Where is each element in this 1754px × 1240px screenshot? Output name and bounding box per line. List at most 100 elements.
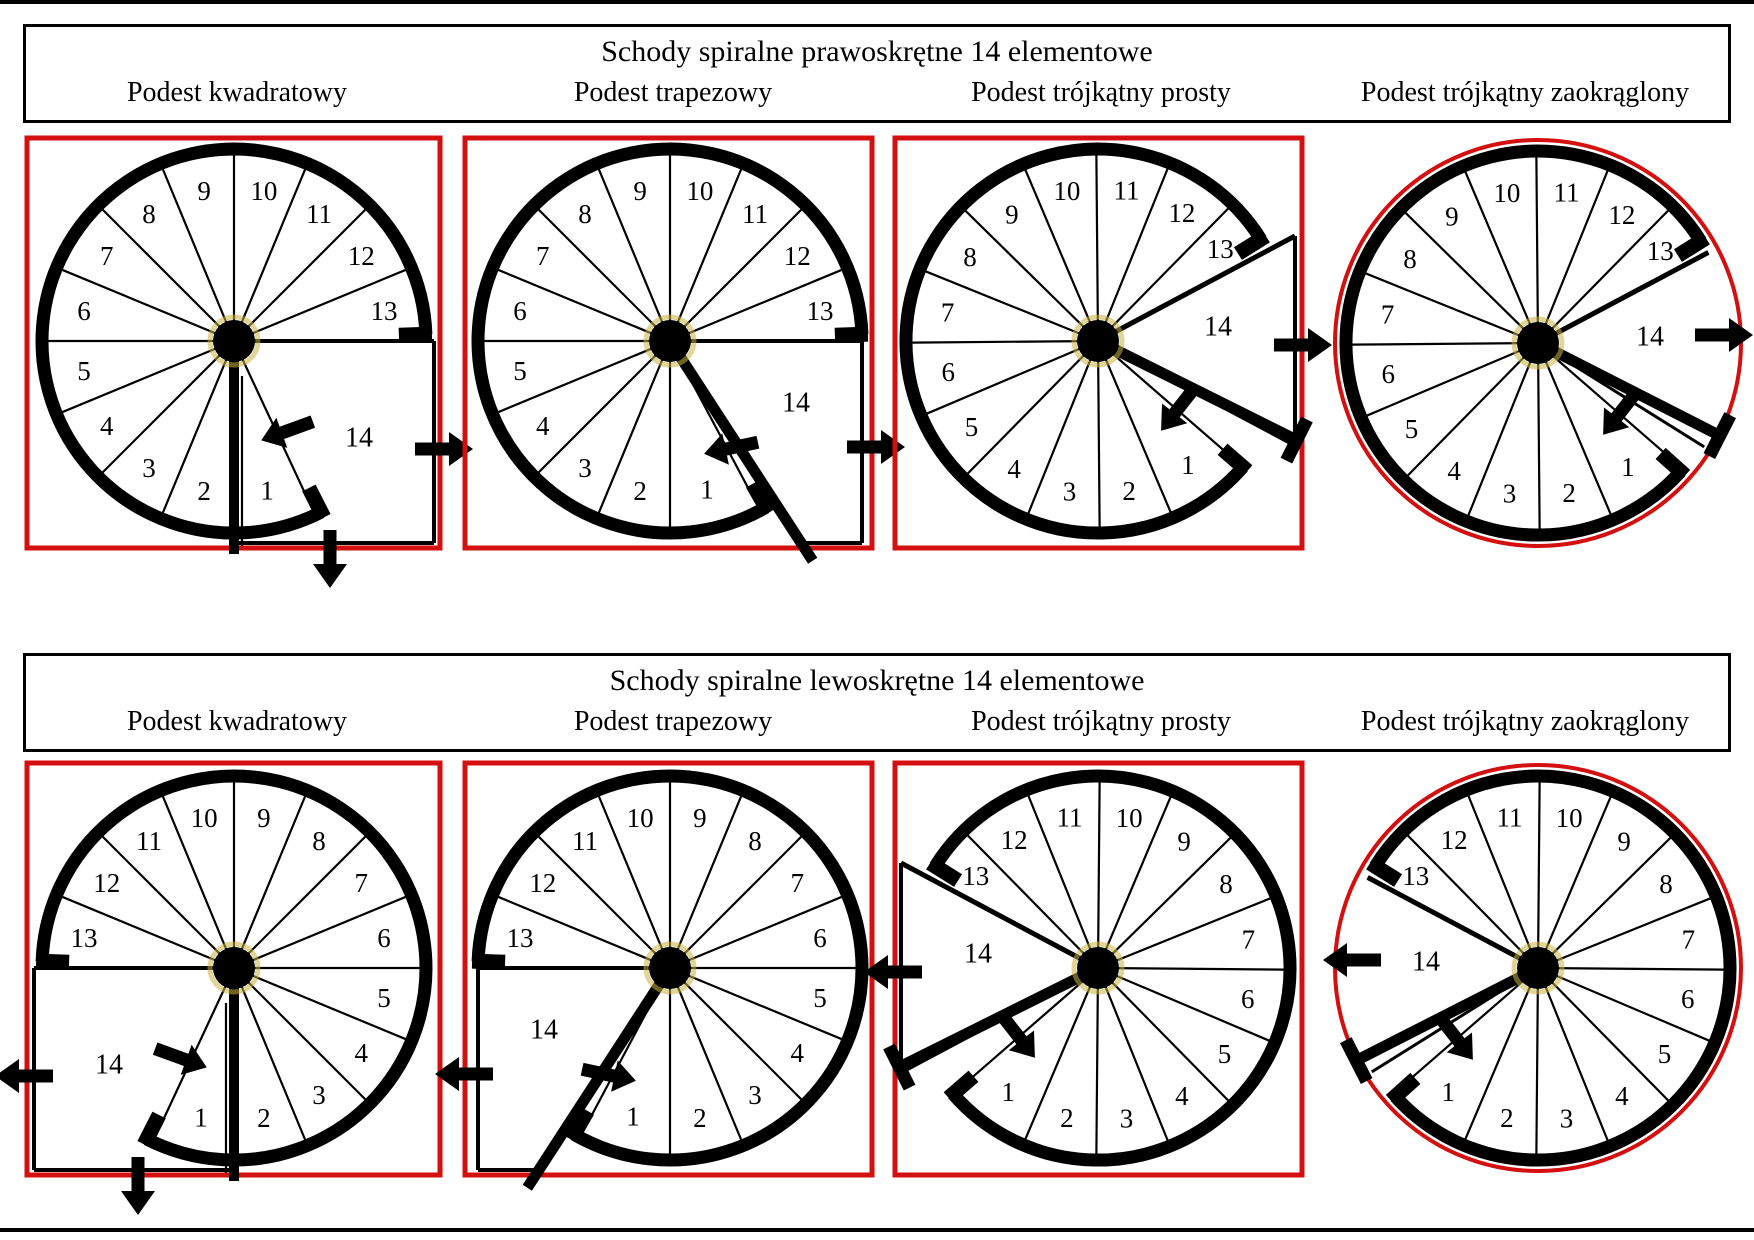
- page-top-border: [0, 0, 1754, 4]
- step-number: 6: [77, 296, 91, 326]
- step-number: 13: [1647, 236, 1674, 266]
- column-label-trojkatny-zaokraglony: Podest trójkątny zaokrąglony: [1360, 706, 1690, 737]
- step-number: 5: [965, 412, 979, 442]
- step-number: 9: [633, 176, 647, 206]
- page-bottom-border: [0, 1228, 1754, 1232]
- step-number: 6: [813, 923, 827, 953]
- step-number: 6: [377, 923, 391, 953]
- step-number: 13: [1402, 861, 1429, 891]
- header-box-right-turning: Schody spiralne prawoskrętne 14 elemento…: [23, 24, 1731, 123]
- step-number: 2: [1500, 1103, 1514, 1133]
- step-number: 10: [1053, 176, 1080, 206]
- step-number: 2: [257, 1103, 271, 1133]
- step-number: 6: [941, 357, 955, 387]
- step-number: 7: [1682, 924, 1696, 954]
- step-number: 7: [536, 241, 550, 271]
- step-number: 11: [1056, 803, 1082, 833]
- step-number: 9: [1617, 827, 1631, 857]
- step-number: 3: [142, 453, 156, 483]
- step-number: 1: [1181, 450, 1195, 480]
- step-number: 10: [1556, 803, 1583, 833]
- step-number: 8: [963, 242, 977, 272]
- exit-arrow: [435, 1057, 493, 1091]
- landing-number: 14: [1636, 322, 1664, 353]
- step-number: 1: [194, 1102, 208, 1132]
- step-number: 8: [1403, 244, 1417, 274]
- column-label-trojkatny-prosty: Podest trójkątny prosty: [971, 77, 1231, 108]
- walk-direction-arrow: [1161, 383, 1201, 431]
- step-number: 7: [790, 868, 804, 898]
- step-number: 4: [1175, 1081, 1189, 1111]
- step-number: 11: [1496, 803, 1522, 833]
- red-box-border: [462, 135, 875, 551]
- exit-arrow: [847, 430, 905, 464]
- step-number: 2: [693, 1103, 707, 1133]
- step-number: 11: [306, 199, 332, 229]
- landing-number: 14: [530, 1015, 558, 1046]
- step-number: 3: [1560, 1103, 1574, 1133]
- center-column: [213, 320, 255, 362]
- step-number: 4: [1007, 454, 1021, 484]
- center-column: [649, 947, 691, 989]
- step-number: 11: [136, 826, 162, 856]
- step-number: 4: [100, 411, 114, 441]
- step-number: 3: [312, 1080, 326, 1110]
- walk-direction-arrow: [580, 1060, 636, 1092]
- step-number: 13: [1207, 234, 1234, 264]
- step-number: 3: [748, 1080, 762, 1110]
- step-number: 13: [70, 923, 97, 953]
- step-number: 1: [700, 474, 714, 504]
- step-number: 3: [1063, 476, 1077, 506]
- step-number: 13: [506, 923, 533, 953]
- exit-arrow: [864, 955, 922, 989]
- step-number: 9: [1005, 200, 1019, 230]
- step-number: 6: [513, 296, 527, 326]
- step-number: 1: [626, 1101, 640, 1131]
- step-number: 6: [1681, 984, 1695, 1014]
- step-number: 10: [686, 176, 713, 206]
- step-number: 9: [693, 803, 707, 833]
- landing-number: 14: [1204, 312, 1232, 343]
- column-label-trapezowy: Podest trapezowy: [573, 706, 773, 737]
- exit-arrow: [1323, 943, 1381, 977]
- step-number: 12: [529, 868, 556, 898]
- step-number: 13: [807, 296, 834, 326]
- step-number: 9: [1445, 202, 1459, 232]
- step-number: 3: [1120, 1103, 1134, 1133]
- landing-number: 14: [95, 1050, 123, 1081]
- step-number: 10: [1116, 803, 1143, 833]
- step-number: 11: [1554, 178, 1580, 208]
- step-number: 4: [536, 411, 550, 441]
- exit-arrow: [121, 1157, 155, 1215]
- column-label-trapezowy: Podest trapezowy: [573, 77, 773, 108]
- landing-number: 14: [964, 939, 992, 970]
- step-number: 5: [1658, 1039, 1672, 1069]
- step-number: 5: [377, 983, 391, 1013]
- step-number: 6: [1241, 984, 1255, 1014]
- section-title: Schody spiralne prawoskrętne 14 elemento…: [601, 35, 1153, 68]
- step-number: 12: [784, 241, 811, 271]
- landing-number: 14: [782, 388, 810, 419]
- step-number: 5: [1405, 414, 1419, 444]
- step-number: 10: [627, 803, 654, 833]
- center-column: [213, 947, 255, 989]
- step-number: 3: [1503, 478, 1517, 508]
- step-number: 9: [1177, 827, 1191, 857]
- walk-direction-arrow: [152, 1042, 207, 1075]
- step-number: 11: [1114, 176, 1140, 206]
- step-number: 2: [1060, 1103, 1074, 1133]
- step-number: 13: [962, 861, 989, 891]
- step-number: 6: [1381, 359, 1395, 389]
- step-number: 12: [93, 868, 120, 898]
- step-number: 11: [572, 826, 598, 856]
- center-column: [1517, 322, 1559, 364]
- step-number: 3: [578, 453, 592, 483]
